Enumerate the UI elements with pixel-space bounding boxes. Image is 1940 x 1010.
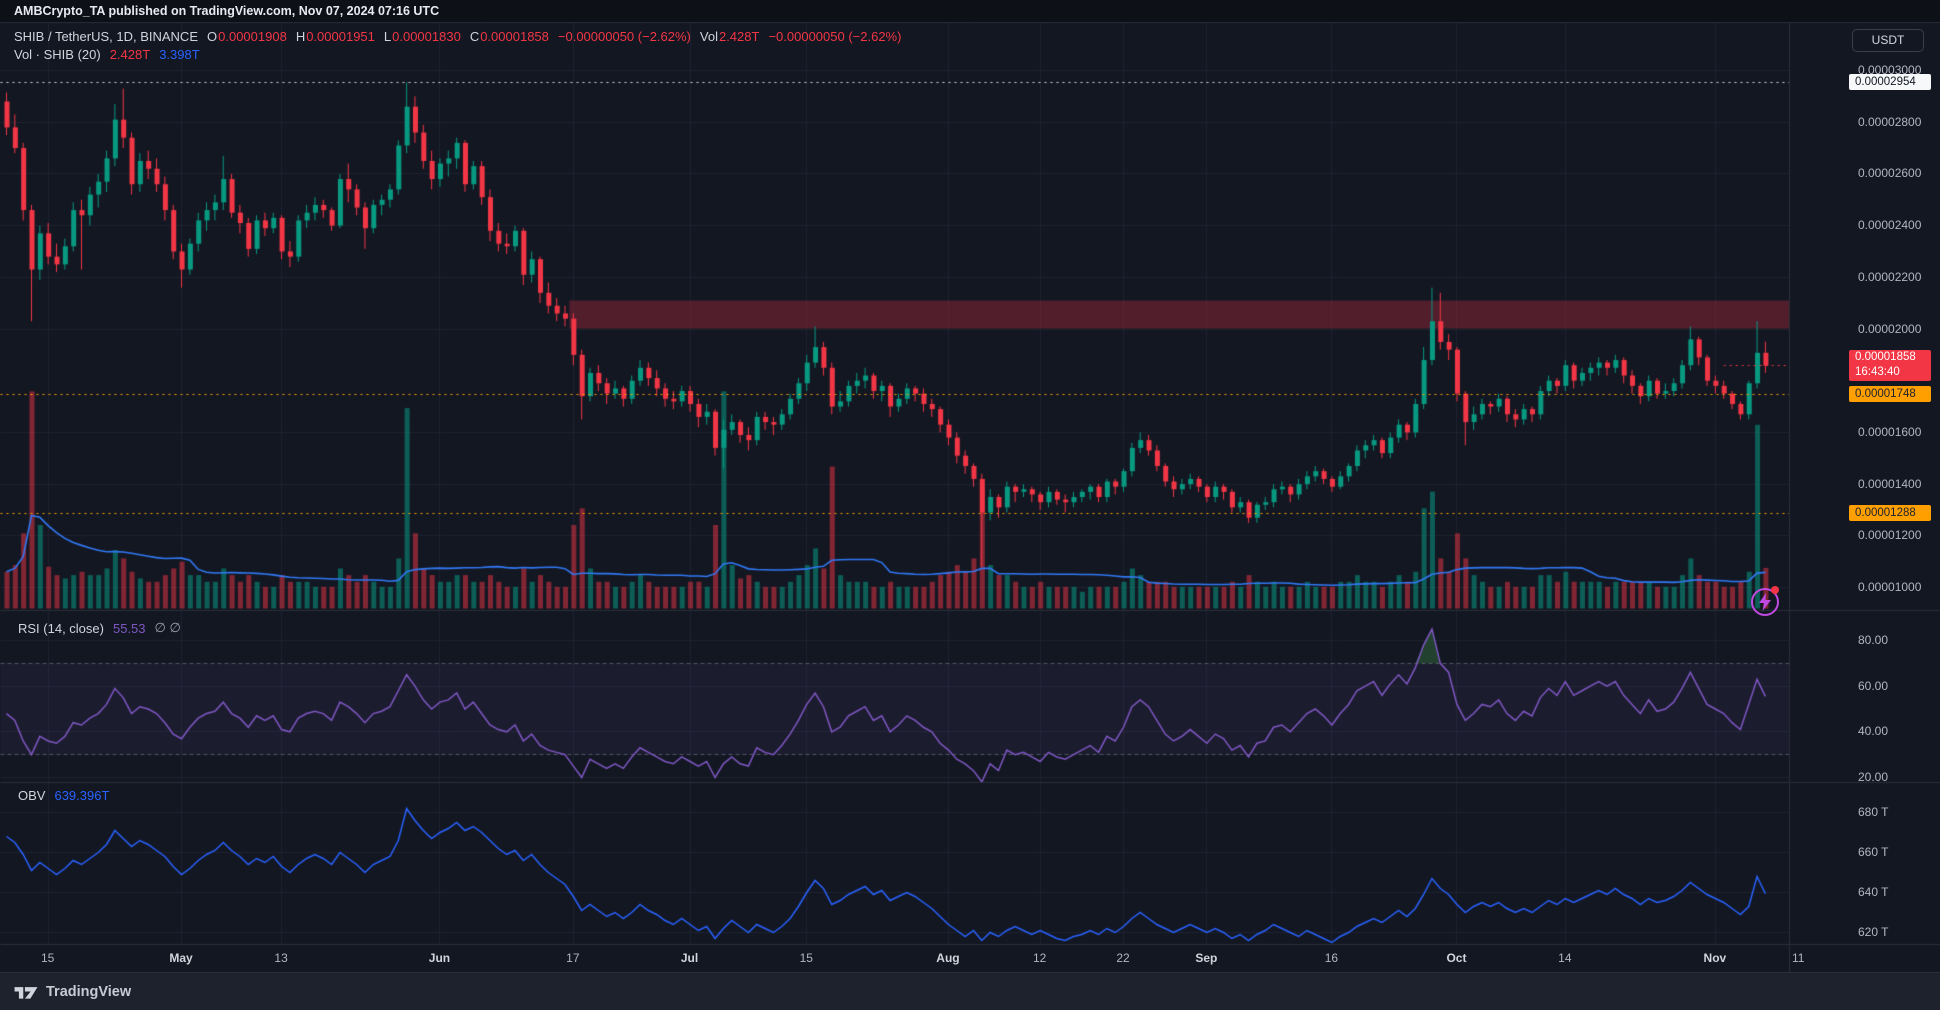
obv-tick: 620 T — [1858, 925, 1889, 939]
price-change: −0.00000050 (−2.62%) — [557, 29, 691, 44]
price-tick: 0.00001600 — [1858, 424, 1922, 439]
bar-countdown: 16:43:40 — [1855, 366, 1900, 379]
rsi-tick: 60.00 — [1858, 678, 1889, 693]
volume-readout: Vol 2.428T — [699, 29, 760, 44]
obv-tick: 680 T — [1858, 805, 1889, 819]
time-tick: 13 — [274, 951, 288, 965]
ohlc-low: L 0.00001830 — [383, 29, 461, 44]
period-high-price-label: 0.00002954 — [1849, 73, 1931, 90]
price-tick: 0.00001400 — [1858, 476, 1922, 491]
obv-value: 639.396T — [54, 788, 110, 803]
footer-bar: TradingView — [0, 972, 1940, 1010]
time-tick: 12 — [1032, 951, 1047, 965]
currency-toggle-button[interactable]: USDT — [1852, 29, 1924, 52]
publication-header: AMBCrypto_TA published on TradingView.co… — [0, 0, 1940, 22]
price-tick: 0.00002400 — [1858, 218, 1922, 233]
volume-change: −0.00000050 (−2.62%) — [768, 29, 902, 44]
lightning-bolt-icon — [1759, 593, 1771, 611]
price-tick: 0.00001200 — [1858, 528, 1922, 543]
time-tick: Aug — [936, 951, 960, 965]
obv-tick: 640 T — [1858, 885, 1889, 899]
time-tick: 14 — [1558, 951, 1572, 965]
time-tick: 11 — [1792, 951, 1805, 965]
ohlc-open: O 0.00001908 — [207, 29, 287, 44]
time-tick: 17 — [566, 951, 580, 965]
obv-title[interactable]: OBV — [18, 788, 46, 803]
volume-indicator-value: 2.428T — [109, 47, 151, 62]
price-axis[interactable]: 0.00003000 0.00002800 0.00002600 0.00002400… — [1789, 22, 1940, 944]
time-tick: Jun — [428, 951, 451, 965]
time-tick: 15 — [799, 951, 813, 965]
time-tick: Jul — [680, 951, 699, 965]
rsi-value: 55.53 — [112, 620, 146, 636]
symbol-legend[interactable]: SHIB / TetherUS, 1D, BINANCE O 0.00001908… — [14, 29, 901, 44]
ohlc-high: H 0.00001951 — [295, 29, 375, 44]
rsi-indicator-legend[interactable]: RSI (14, close) 55.53 ∅ ∅ — [18, 620, 181, 636]
page-title: AMBCrypto_TA published on TradingView.co… — [14, 4, 440, 18]
volume-ma-value: 3.398T — [159, 47, 200, 62]
price-tick: 0.00001000 — [1858, 580, 1922, 594]
notification-dot — [1771, 586, 1779, 594]
volume-indicator-title[interactable]: Vol · SHIB (20) — [14, 47, 101, 62]
rsi-tick: 40.00 — [1858, 724, 1889, 739]
volume-indicator-legend[interactable]: Vol · SHIB (20) 2.428T 3.398T — [14, 47, 200, 62]
time-tick: 16 — [1324, 951, 1339, 965]
ohlc-close: C 0.00001858 — [469, 29, 549, 44]
symbol-title[interactable]: SHIB / TetherUS, 1D, BINANCE — [14, 29, 198, 44]
tradingview-logo-icon[interactable] — [14, 983, 38, 1000]
current-price-value: 0.00001858 — [1855, 351, 1916, 364]
time-tick: Oct — [1446, 951, 1467, 965]
current-price-label: 0.00001858 16:43:40 — [1849, 350, 1931, 382]
rsi-tick: 20.00 — [1858, 769, 1889, 784]
time-tick: May — [169, 951, 193, 965]
price-tick: 0.00002600 — [1858, 166, 1922, 181]
time-tick: Sep — [1195, 951, 1218, 965]
rsi-title[interactable]: RSI (14, close) — [18, 620, 104, 636]
time-tick: 22 — [1116, 951, 1130, 965]
obv-tick: 660 T — [1858, 845, 1889, 859]
obv-indicator-legend[interactable]: OBV 639.396T — [18, 788, 109, 803]
support-level-label-1748: 0.00001748 — [1849, 385, 1931, 402]
time-axis[interactable]: 15 May 13 Jun 17 Jul 15 Aug 12 22 Sep 16 Oct 14 Nov 11 — [0, 944, 1940, 972]
time-tick: 15 — [40, 951, 55, 965]
rsi-tick: 80.00 — [1858, 633, 1889, 647]
price-tick: 0.00002800 — [1858, 114, 1922, 129]
price-tick: 0.00002000 — [1858, 321, 1922, 336]
instant-trading-lightning-icon[interactable] — [1751, 588, 1779, 616]
rsi-empty-values: ∅ ∅ — [154, 620, 181, 635]
price-tick: 0.00003000 — [1858, 63, 1922, 77]
tradingview-brand-link[interactable]: TradingView — [46, 983, 132, 1000]
time-tick: Nov — [1703, 951, 1727, 965]
support-level-label-1288: 0.00001288 — [1849, 504, 1931, 521]
price-tick: 0.00002200 — [1858, 269, 1922, 284]
